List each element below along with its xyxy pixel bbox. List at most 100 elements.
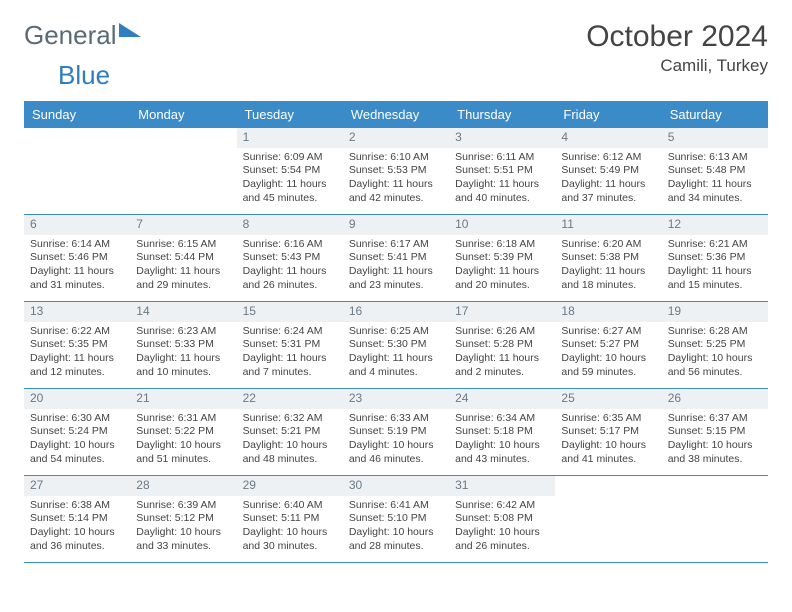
sunset-text: Sunset: 5:12 PM [136, 512, 230, 526]
sunset-text: Sunset: 5:24 PM [30, 425, 124, 439]
day-header-row: SundayMondayTuesdayWednesdayThursdayFrid… [24, 101, 768, 128]
day-cell: 21Sunrise: 6:31 AMSunset: 5:22 PMDayligh… [130, 389, 236, 475]
daylight-text: Daylight: 11 hours and 29 minutes. [136, 265, 230, 292]
sunrise-text: Sunrise: 6:09 AM [243, 151, 337, 165]
sunrise-text: Sunrise: 6:31 AM [136, 412, 230, 426]
daylight-text: Daylight: 10 hours and 38 minutes. [668, 439, 762, 466]
day-cell: 29Sunrise: 6:40 AMSunset: 5:11 PMDayligh… [237, 476, 343, 562]
day-number: 12 [662, 215, 768, 235]
sunset-text: Sunset: 5:41 PM [349, 251, 443, 265]
sunset-text: Sunset: 5:17 PM [561, 425, 655, 439]
sunrise-text: Sunrise: 6:30 AM [30, 412, 124, 426]
sunrise-text: Sunrise: 6:21 AM [668, 238, 762, 252]
day-cell: 13Sunrise: 6:22 AMSunset: 5:35 PMDayligh… [24, 302, 130, 388]
day-cell: 28Sunrise: 6:39 AMSunset: 5:12 PMDayligh… [130, 476, 236, 562]
day-number: 20 [24, 389, 130, 409]
day-cell: 23Sunrise: 6:33 AMSunset: 5:19 PMDayligh… [343, 389, 449, 475]
day-number: 14 [130, 302, 236, 322]
calendar: SundayMondayTuesdayWednesdayThursdayFrid… [24, 101, 768, 563]
day-cell: 1 Sunrise: 6:09 AMSunset: 5:54 PMDaylight… [237, 128, 343, 214]
day-cell: 26Sunrise: 6:37 AMSunset: 5:15 PMDayligh… [662, 389, 768, 475]
daylight-text: Daylight: 11 hours and 34 minutes. [668, 178, 762, 205]
day-number: 2 [343, 128, 449, 148]
sunrise-text: Sunrise: 6:18 AM [455, 238, 549, 252]
day-number: 26 [662, 389, 768, 409]
daylight-text: Daylight: 10 hours and 46 minutes. [349, 439, 443, 466]
day-cell: 11Sunrise: 6:20 AMSunset: 5:38 PMDayligh… [555, 215, 661, 301]
day-number: 13 [24, 302, 130, 322]
day-header-cell: Monday [130, 101, 236, 128]
day-number: 24 [449, 389, 555, 409]
sunset-text: Sunset: 5:19 PM [349, 425, 443, 439]
day-number [555, 476, 661, 480]
sunset-text: Sunset: 5:27 PM [561, 338, 655, 352]
day-number: 30 [343, 476, 449, 496]
sunrise-text: Sunrise: 6:16 AM [243, 238, 337, 252]
sunset-text: Sunset: 5:48 PM [668, 164, 762, 178]
day-cell: 17Sunrise: 6:26 AMSunset: 5:28 PMDayligh… [449, 302, 555, 388]
daylight-text: Daylight: 10 hours and 43 minutes. [455, 439, 549, 466]
day-number: 9 [343, 215, 449, 235]
day-header-cell: Thursday [449, 101, 555, 128]
month-title: October 2024 [586, 20, 768, 54]
day-cell: 3Sunrise: 6:11 AMSunset: 5:51 PMDaylight… [449, 128, 555, 214]
daylight-text: Daylight: 11 hours and 12 minutes. [30, 352, 124, 379]
week-row: 1Sunrise: 6:09 AMSunset: 5:54 PMDaylight… [24, 128, 768, 215]
day-number: 5 [662, 128, 768, 148]
sunrise-text: Sunrise: 6:39 AM [136, 499, 230, 513]
day-cell: 5Sunrise: 6:13 AMSunset: 5:48 PMDaylight… [662, 128, 768, 214]
daylight-text: Daylight: 11 hours and 4 minutes. [349, 352, 443, 379]
daylight-text: Daylight: 10 hours and 30 minutes. [243, 526, 337, 553]
day-number: 25 [555, 389, 661, 409]
daylight-text: Daylight: 11 hours and 20 minutes. [455, 265, 549, 292]
daylight-text: Daylight: 11 hours and 42 minutes. [349, 178, 443, 205]
sunset-text: Sunset: 5:35 PM [30, 338, 124, 352]
day-cell: 15Sunrise: 6:24 AMSunset: 5:31 PMDayligh… [237, 302, 343, 388]
daylight-text: Daylight: 10 hours and 28 minutes. [349, 526, 443, 553]
day-number: 6 [24, 215, 130, 235]
day-number: 31 [449, 476, 555, 496]
daylight-text: Daylight: 11 hours and 40 minutes. [455, 178, 549, 205]
daylight-text: Daylight: 10 hours and 56 minutes. [668, 352, 762, 379]
day-cell [555, 476, 661, 562]
daylight-text: Daylight: 10 hours and 48 minutes. [243, 439, 337, 466]
sunset-text: Sunset: 5:31 PM [243, 338, 337, 352]
sunset-text: Sunset: 5:43 PM [243, 251, 337, 265]
day-number: 17 [449, 302, 555, 322]
sunset-text: Sunset: 5:39 PM [455, 251, 549, 265]
day-cell: 10Sunrise: 6:18 AMSunset: 5:39 PMDayligh… [449, 215, 555, 301]
day-cell: 27Sunrise: 6:38 AMSunset: 5:14 PMDayligh… [24, 476, 130, 562]
sunset-text: Sunset: 5:08 PM [455, 512, 549, 526]
daylight-text: Daylight: 11 hours and 7 minutes. [243, 352, 337, 379]
daylight-text: Daylight: 11 hours and 31 minutes. [30, 265, 124, 292]
day-header-cell: Friday [555, 101, 661, 128]
day-number: 23 [343, 389, 449, 409]
sunset-text: Sunset: 5:22 PM [136, 425, 230, 439]
sunset-text: Sunset: 5:53 PM [349, 164, 443, 178]
sunset-text: Sunset: 5:36 PM [668, 251, 762, 265]
day-number: 1 [237, 128, 343, 148]
sunrise-text: Sunrise: 6:32 AM [243, 412, 337, 426]
daylight-text: Daylight: 11 hours and 15 minutes. [668, 265, 762, 292]
day-number: 15 [237, 302, 343, 322]
sunrise-text: Sunrise: 6:41 AM [349, 499, 443, 513]
sunrise-text: Sunrise: 6:17 AM [349, 238, 443, 252]
day-number: 4 [555, 128, 661, 148]
day-number: 7 [130, 215, 236, 235]
day-number: 21 [130, 389, 236, 409]
daylight-text: Daylight: 11 hours and 45 minutes. [243, 178, 337, 205]
sunset-text: Sunset: 5:54 PM [243, 164, 337, 178]
sunset-text: Sunset: 5:25 PM [668, 338, 762, 352]
week-row: 6Sunrise: 6:14 AMSunset: 5:46 PMDaylight… [24, 215, 768, 302]
sunrise-text: Sunrise: 6:40 AM [243, 499, 337, 513]
sunset-text: Sunset: 5:28 PM [455, 338, 549, 352]
daylight-text: Daylight: 10 hours and 54 minutes. [30, 439, 124, 466]
sunrise-text: Sunrise: 6:26 AM [455, 325, 549, 339]
week-row: 13Sunrise: 6:22 AMSunset: 5:35 PMDayligh… [24, 302, 768, 389]
week-row: 27Sunrise: 6:38 AMSunset: 5:14 PMDayligh… [24, 476, 768, 563]
sunrise-text: Sunrise: 6:23 AM [136, 325, 230, 339]
day-cell: 4Sunrise: 6:12 AMSunset: 5:49 PMDaylight… [555, 128, 661, 214]
day-number [662, 476, 768, 480]
day-number: 29 [237, 476, 343, 496]
sunrise-text: Sunrise: 6:27 AM [561, 325, 655, 339]
